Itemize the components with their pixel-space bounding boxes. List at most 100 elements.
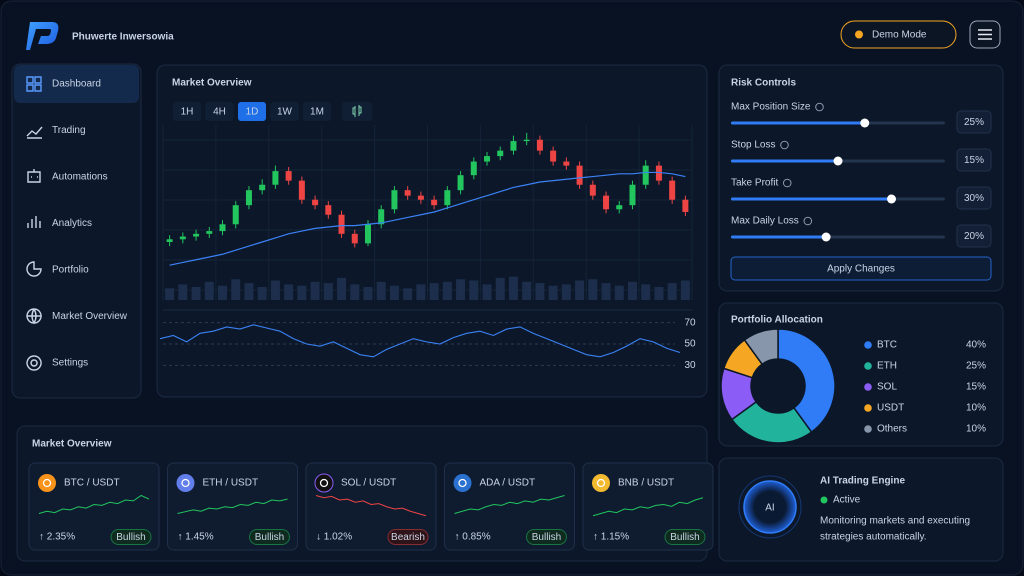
nav-active-bg — [14, 65, 139, 103]
nav-item[interactable]: Dashboard — [52, 79, 101, 90]
info-icon — [815, 102, 824, 112]
slider-label: Stop Loss — [731, 140, 775, 151]
market-pair: ADA / USDT — [480, 478, 536, 489]
candle-body — [193, 233, 200, 237]
nav-item[interactable]: Automations — [52, 172, 108, 183]
candle-body — [232, 205, 239, 225]
volume-bar — [588, 279, 598, 300]
sentiment-label: Bullish — [255, 532, 284, 543]
timeframe-button[interactable] — [238, 102, 266, 121]
timeframe-button[interactable] — [173, 102, 201, 121]
market-card[interactable] — [28, 462, 160, 551]
volume-bar — [310, 281, 320, 300]
market-change: ↑ 1.45% — [178, 532, 214, 543]
coin-icon-mark — [319, 478, 329, 488]
candle-body — [298, 180, 305, 200]
volume-bar — [614, 285, 624, 300]
candle-body — [206, 231, 213, 234]
sentiment-pill — [249, 529, 290, 545]
candle-body — [404, 190, 411, 196]
sparkline — [38, 494, 150, 514]
info-icon — [782, 178, 792, 188]
candle-body — [682, 199, 689, 212]
nav-item[interactable]: Market Overview — [52, 311, 128, 322]
timeframe-button[interactable] — [303, 102, 331, 121]
nav-item[interactable]: Analytics — [52, 218, 92, 229]
slider-value-box — [956, 148, 992, 172]
timeframe-label[interactable]: 1M — [310, 107, 324, 118]
chart-type-button[interactable] — [342, 102, 372, 121]
candle-body — [391, 190, 398, 210]
apply-button-label[interactable]: Apply Changes — [827, 264, 895, 275]
volume-bar — [297, 285, 307, 300]
candle-body — [629, 184, 636, 206]
slider-knob[interactable] — [821, 232, 831, 242]
sparkline — [454, 495, 565, 514]
legend-value: 25% — [966, 361, 986, 372]
ai-badge — [743, 480, 797, 534]
timeframe-label[interactable]: 1D — [246, 107, 259, 118]
volume-bar — [231, 279, 241, 300]
risk-controls-title: Risk Controls — [731, 78, 796, 89]
volume-bar — [429, 283, 439, 300]
candle-body — [510, 141, 517, 151]
slider-value-box — [956, 110, 992, 134]
nav-item[interactable]: Settings — [52, 358, 88, 369]
volume-bar — [218, 285, 228, 300]
candle-body — [259, 184, 266, 191]
nav-icon — [26, 355, 42, 371]
legend-label: ETH — [877, 361, 897, 372]
legend-value: 10% — [966, 424, 986, 435]
coin-icon — [314, 473, 334, 493]
volume-bar — [204, 281, 214, 300]
market-card[interactable] — [444, 462, 575, 551]
legend-dot — [864, 341, 872, 349]
timeframe-label[interactable]: 1W — [277, 107, 293, 118]
slider-fill — [731, 235, 827, 239]
candle-body — [245, 190, 252, 206]
legend-value: 10% — [966, 403, 986, 414]
nav-item[interactable]: Trading — [52, 125, 86, 136]
volume-bar — [575, 280, 585, 300]
candle-body — [497, 150, 504, 157]
volume-bar — [389, 285, 399, 300]
slider-knob[interactable] — [833, 156, 843, 166]
candle-body — [219, 224, 226, 232]
coin-icon-mark — [596, 478, 606, 488]
volume-bar — [416, 284, 426, 300]
nav-icon — [26, 308, 42, 325]
volume-bar — [442, 281, 452, 300]
market-change: ↑ 2.35% — [39, 532, 75, 543]
sparkline — [177, 498, 288, 514]
candle-body — [563, 161, 570, 166]
candle-body — [312, 199, 319, 206]
market-card[interactable] — [305, 462, 437, 551]
donut-slice — [730, 400, 813, 444]
timeframe-button[interactable] — [270, 102, 299, 121]
market-card[interactable] — [582, 462, 714, 551]
status-dot — [820, 496, 828, 504]
candle-body — [655, 165, 662, 181]
sparkline — [315, 495, 427, 517]
timeframe-button[interactable] — [205, 102, 234, 121]
slider-fill — [731, 159, 838, 163]
nav-item[interactable]: Portfolio — [52, 265, 89, 276]
apply-button[interactable] — [730, 256, 992, 281]
volume-bar — [257, 287, 267, 300]
slider-value-box — [956, 186, 992, 210]
sentiment-label: Bullish — [116, 532, 145, 543]
timeframe-label[interactable]: 1H — [181, 107, 194, 118]
market-card[interactable] — [167, 462, 298, 551]
timeframe-label[interactable]: 4H — [213, 107, 226, 118]
coin-icon — [453, 474, 472, 492]
volume-bar — [495, 277, 505, 300]
ai-engine-title: AI Trading Engine — [820, 476, 905, 487]
ai-engine-description: strategies automatically. — [820, 532, 927, 543]
coin-icon-mark — [458, 478, 467, 488]
volume-bar — [191, 287, 201, 300]
demo-mode-button[interactable] — [840, 20, 957, 49]
candle-body — [536, 139, 543, 151]
slider-knob[interactable] — [860, 118, 870, 128]
moving-average-line — [169, 171, 686, 266]
slider-knob[interactable] — [887, 194, 896, 204]
